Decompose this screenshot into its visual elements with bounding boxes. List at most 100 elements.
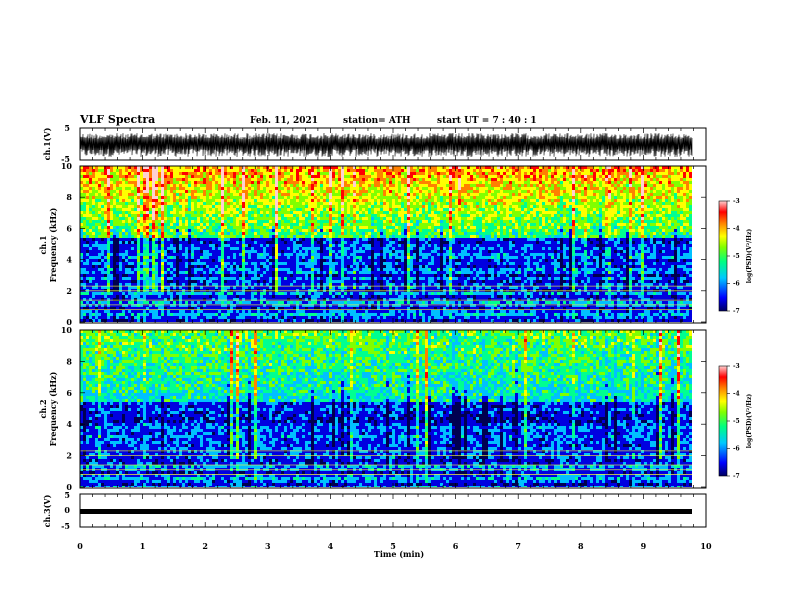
spectrogram-cell — [404, 190, 407, 193]
spectrogram-cell — [122, 175, 125, 178]
spectrogram-cell — [107, 190, 110, 193]
spectrogram-cell — [437, 205, 440, 208]
spectrogram-cell — [497, 175, 500, 178]
spectrogram-cell — [128, 166, 131, 169]
spectrogram-cell — [473, 193, 476, 196]
spectrogram-cell — [440, 196, 443, 199]
spectrogram-cell — [512, 172, 515, 175]
spectrogram-cell — [497, 205, 500, 208]
spectrogram-cell — [602, 211, 605, 214]
spectrogram-cell — [284, 175, 287, 178]
spectrogram-cell — [221, 208, 224, 211]
spectrogram-cell — [668, 172, 671, 175]
spectrogram-cell — [104, 232, 107, 235]
spectrogram-cell — [188, 232, 191, 235]
spectrogram-cell — [506, 172, 509, 175]
spectrogram-cell — [560, 214, 563, 217]
spectrogram-cell — [146, 169, 149, 172]
spectrogram-cell — [572, 208, 575, 211]
spectrogram-cell — [662, 187, 665, 190]
spectrogram-cell — [383, 208, 386, 211]
spectrogram-cell — [338, 220, 341, 223]
spectrogram-cell — [122, 172, 125, 175]
spectrogram-cell — [89, 190, 92, 193]
spectrogram-cell — [206, 175, 209, 178]
spectrogram-cell — [461, 184, 464, 187]
spectrogram-cell — [656, 220, 659, 223]
spectrogram-cell — [644, 217, 647, 220]
spectrogram-cell — [521, 217, 524, 220]
spectrogram-cell — [107, 184, 110, 187]
spectrogram-cell — [563, 193, 566, 196]
spectrogram-cell — [227, 202, 230, 205]
spectrogram-cell — [614, 217, 617, 220]
spectrogram-cell — [245, 187, 248, 190]
spectrogram-cell — [92, 184, 95, 187]
spectrogram-cell — [149, 199, 152, 202]
spectrogram-cell — [455, 229, 458, 232]
spectrogram-cell — [407, 232, 410, 235]
spectrogram-cell — [119, 202, 122, 205]
spectrogram-cell — [365, 169, 368, 172]
spectrogram-cell — [410, 172, 413, 175]
spectrogram-cell — [617, 205, 620, 208]
spectrogram-cell — [434, 217, 437, 220]
spectrogram-cell — [485, 199, 488, 202]
spectrogram-cell — [218, 166, 221, 169]
spectrogram-cell — [554, 178, 557, 181]
spectrogram-cell — [590, 193, 593, 196]
spectrogram-cell — [395, 226, 398, 229]
spectrogram-cell — [476, 175, 479, 178]
spectrogram-cell — [134, 205, 137, 208]
spectrogram-cell — [344, 229, 347, 232]
spectrogram-cell — [587, 187, 590, 190]
spectrogram-cell — [314, 184, 317, 187]
spectrogram-cell — [104, 208, 107, 211]
spectrogram-cell — [506, 235, 509, 238]
spectrogram-cell — [125, 181, 128, 184]
spectrogram-cell — [101, 187, 104, 190]
spectrogram-cell — [329, 196, 332, 199]
spectrogram-cell — [125, 202, 128, 205]
spectrogram-cell — [566, 187, 569, 190]
spectrogram-cell — [539, 190, 542, 193]
spectrogram-cell — [275, 232, 278, 235]
spectrogram-cell — [200, 202, 203, 205]
spectrogram-cell — [599, 223, 602, 226]
spectrogram-cell — [233, 211, 236, 214]
spectrogram-cell — [89, 232, 92, 235]
spectrogram-cell — [197, 217, 200, 220]
spectrogram-cell — [188, 229, 191, 232]
spectrogram-cell — [266, 193, 269, 196]
spectrogram-cell — [659, 220, 662, 223]
spectrogram-cell — [170, 232, 173, 235]
spectrogram-cell — [281, 169, 284, 172]
spectrogram-cell — [683, 169, 686, 172]
spectrogram-cell — [344, 166, 347, 169]
spectrogram-cell — [383, 178, 386, 181]
spectrogram-cell — [554, 169, 557, 172]
spectrogram-cell — [311, 226, 314, 229]
spectrogram-cell — [266, 232, 269, 235]
spectrogram-cell — [626, 232, 629, 235]
spectrogram-cell — [653, 187, 656, 190]
spectrogram-cell — [221, 211, 224, 214]
spectrogram-cell — [542, 220, 545, 223]
spectrogram-cell — [236, 217, 239, 220]
spectrogram-cell — [326, 208, 329, 211]
spectrogram-cell — [350, 211, 353, 214]
spectrogram-cell — [557, 226, 560, 229]
spectrogram-cell — [671, 229, 674, 232]
spectrogram-cell — [212, 178, 215, 181]
spectrogram-cell — [305, 199, 308, 202]
spectrogram-cell — [284, 172, 287, 175]
spectrogram-cell — [98, 214, 101, 217]
spectrogram-cell — [212, 199, 215, 202]
spectrogram-cell — [671, 172, 674, 175]
spectrogram-cell — [449, 199, 452, 202]
spectrogram-cell — [545, 178, 548, 181]
spectrogram-cell — [431, 178, 434, 181]
spectrogram-cell — [374, 172, 377, 175]
spectrogram-cell — [80, 223, 83, 226]
spectrogram-cell — [575, 199, 578, 202]
